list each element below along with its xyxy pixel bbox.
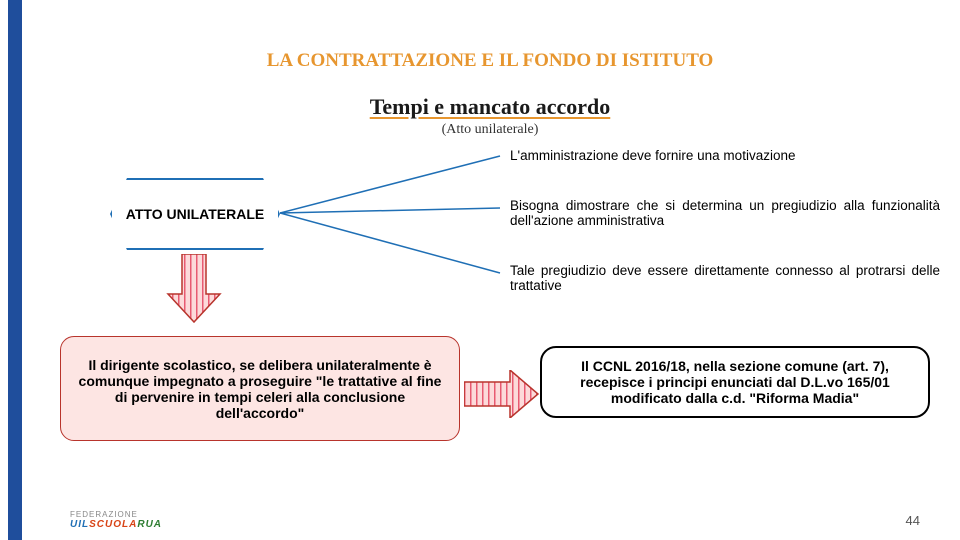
logo-top-text: FEDERAZIONE [70, 510, 138, 519]
logo-scuola: SCUOLA [89, 519, 137, 530]
header-title: LA CONTRATTAZIONE E IL FONDO DI ISTITUTO [40, 50, 940, 72]
footer-logo: FEDERAZIONE UILSCUOLARUA [70, 510, 162, 530]
logo-rua: RUA [137, 519, 162, 530]
left-callout-text: Il dirigente scolastico, se delibera uni… [75, 357, 445, 421]
branch-text-1: L'amministrazione deve fornire una motiv… [510, 148, 940, 163]
branch-text-3: Tale pregiudizio deve essere direttament… [510, 263, 940, 293]
sub-subtitle: (Atto unilaterale) [40, 122, 940, 138]
subtitle: Tempi e mancato accordo [40, 94, 940, 120]
branch-lines [280, 148, 510, 298]
right-callout-text: Il CCNL 2016/18, nella sezione comune (a… [580, 358, 890, 406]
right-arrow-icon [464, 370, 540, 423]
slide-content: LA CONTRATTAZIONE E IL FONDO DI ISTITUTO… [40, 0, 940, 540]
down-arrow-icon [166, 254, 222, 324]
right-callout-box: Il CCNL 2016/18, nella sezione comune (a… [540, 346, 930, 418]
left-callout-box: Il dirigente scolastico, se delibera uni… [60, 336, 460, 441]
diagram-area: ATTO UNILATERALE L'amministrazione deve … [40, 148, 940, 328]
logo-uil: UIL [70, 519, 89, 530]
left-accent-bar [8, 0, 22, 540]
hexagon-node: ATTO UNILATERALE [110, 178, 280, 250]
bottom-row: Il dirigente scolastico, se delibera uni… [40, 336, 940, 456]
branch-text-2: Bisogna dimostrare che si determina un p… [510, 198, 940, 228]
page-number: 44 [906, 513, 920, 528]
hexagon-label: ATTO UNILATERALE [126, 206, 264, 222]
